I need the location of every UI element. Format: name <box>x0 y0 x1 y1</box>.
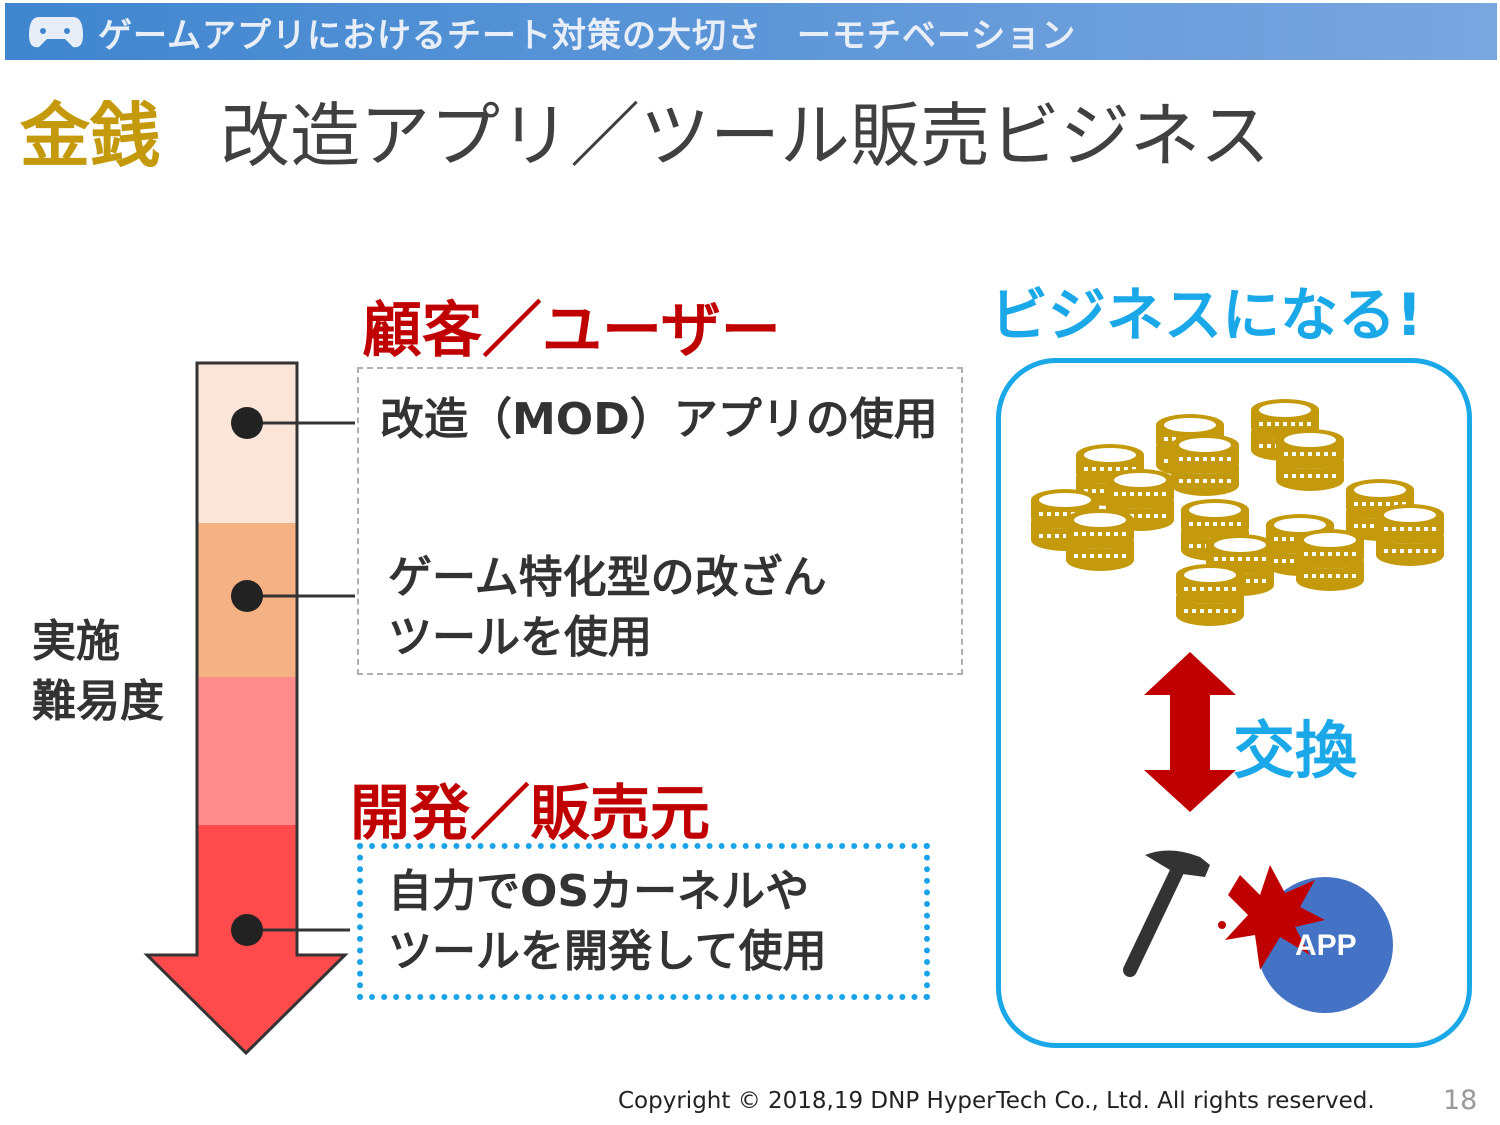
business-heading: ビジネスになる! <box>990 281 1423 349</box>
developer-item: 自力でOSカーネルや ツールを開発して使用 <box>388 862 827 982</box>
customer-box <box>357 367 963 675</box>
difficulty-label-line: 難易度 <box>32 676 164 727</box>
arrow-segment <box>197 677 297 825</box>
coins-icon <box>1031 399 1444 626</box>
title-accent: 金銭 <box>20 95 160 177</box>
developer-box <box>357 843 930 1000</box>
marker-dot <box>231 914 263 946</box>
customer-heading: 顧客／ユーザー <box>362 296 781 366</box>
customer-item-tool: ゲーム特化型の改ざん ツールを使用 <box>388 548 827 668</box>
exchange-label: 交換 <box>1233 714 1358 787</box>
arrow-head <box>147 955 345 1053</box>
business-box <box>996 358 1472 1048</box>
copyright: Copyright © 2018,19 DNP HyperTech Co., L… <box>618 1088 1375 1114</box>
hammer-app-icon: APP <box>1123 850 1393 1013</box>
marker-dot <box>231 407 263 439</box>
splash-icon <box>1225 865 1325 970</box>
exchange-arrow-icon <box>1144 652 1236 812</box>
line: ゲーム特化型の改ざん <box>388 552 827 603</box>
page-title: 改造アプリ／ツール販売ビジネス <box>220 95 1270 177</box>
header-banner <box>5 3 1497 60</box>
app-label: APP <box>1295 929 1357 962</box>
gamepad-icon <box>29 17 83 48</box>
marker-dot <box>231 580 263 612</box>
difficulty-arrow <box>143 361 355 1056</box>
banner-title: ゲームアプリにおけるチート対策の大切さ ーモチベーション <box>98 16 1077 56</box>
line: ツールを使用 <box>388 612 652 663</box>
developer-heading: 開発／販売元 <box>350 779 710 849</box>
difficulty-label: 実施 難易度 <box>32 612 164 732</box>
difficulty-label-line: 実施 <box>32 616 120 667</box>
customer-item-mod: 改造（MOD）アプリの使用 <box>380 394 938 445</box>
line: ツールを開発して使用 <box>388 926 827 977</box>
line: 自力でOSカーネルや <box>388 866 810 917</box>
page-number: 18 <box>1443 1085 1478 1116</box>
arrow-segment <box>197 363 297 523</box>
